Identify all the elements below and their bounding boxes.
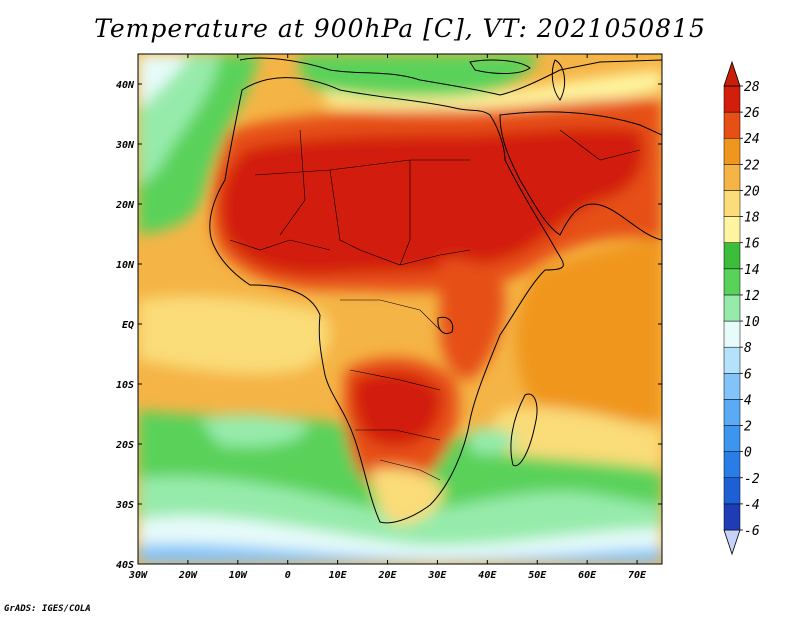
field-south-tip-yellow — [370, 468, 445, 525]
colorbar-label-6: 6 — [744, 367, 752, 382]
border-2 — [329, 169, 361, 251]
border-6 — [340, 299, 441, 331]
lon-tick-label-2: 10W — [229, 570, 248, 581]
europe-coastline — [239, 57, 662, 96]
colorbar-label-8: 10 — [744, 315, 760, 330]
colorbar-label-11: 16 — [744, 237, 760, 252]
colorbar-segment-11 — [723, 216, 741, 243]
lat-tick-label-2: 20N — [115, 200, 135, 211]
lat-tick-label-8: 40S — [116, 560, 134, 571]
colorbar-label-1: -4 — [744, 498, 760, 513]
arabia-coastline — [499, 111, 662, 241]
lon-tick-label-4: 10E — [329, 570, 348, 581]
border-5 — [359, 249, 471, 266]
lat-tick-label-3: 10N — [116, 260, 135, 271]
colorbar-label-15: 24 — [744, 132, 760, 147]
lon-tick-label-1: 20W — [178, 570, 198, 581]
field-sw-atlantic-lightgreen — [200, 414, 310, 447]
field-south-red — [353, 371, 442, 447]
colorbar-label-0: -6 — [744, 524, 760, 539]
field-south-blue — [138, 544, 662, 564]
border-11 — [229, 239, 331, 251]
colorbar-segment-16 — [723, 85, 741, 113]
lon-tick-label-6: 30E — [427, 570, 447, 581]
field-med-yellow — [320, 70, 662, 112]
field-ethiopia-orange — [440, 258, 505, 380]
lat-tick-label-4: EQ — [122, 320, 134, 331]
madagascar-coastline — [510, 393, 538, 467]
colorbar-segment-1 — [723, 477, 741, 505]
colorbar-segment-15 — [723, 111, 741, 139]
chart-title: Temperature at 900hPa [C], VT: 202105081… — [94, 14, 706, 43]
colorbar-label-7: 8 — [744, 341, 752, 356]
colorbar-over-arrow — [723, 60, 741, 87]
colorbar-under-arrow — [723, 529, 741, 556]
border-4 — [279, 129, 306, 236]
africa-coastline — [209, 77, 564, 524]
colorbar-label-5: 4 — [744, 393, 752, 408]
colorbar-label-4: 2 — [744, 420, 752, 435]
border-7 — [349, 369, 441, 391]
colorbar-segment-0 — [723, 503, 741, 531]
colorbar-segment-9 — [723, 268, 741, 296]
colorbar-segment-6 — [723, 346, 741, 374]
colorbar-label-17: 28 — [744, 80, 760, 95]
lon-tick-label-9: 60E — [578, 570, 597, 581]
border-9 — [379, 459, 441, 481]
lon-tick-label-10: 70E — [628, 570, 647, 581]
lon-tick-label-7: 40E — [478, 570, 497, 581]
colorbar-label-9: 12 — [744, 289, 760, 304]
field-nw-cyan — [138, 54, 190, 110]
field-north-red — [221, 127, 644, 276]
field-guinea-yellow — [138, 295, 331, 375]
colorbar-label-16: 26 — [744, 106, 760, 121]
colorbar-label-2: -2 — [744, 472, 760, 487]
field-mozambique-lightgreen — [470, 428, 520, 455]
colorbar-segment-8 — [723, 294, 741, 322]
caspian-sea — [551, 59, 566, 101]
colorbar-segment-4 — [723, 399, 741, 426]
temperature-field — [138, 54, 662, 564]
country-borders — [229, 129, 641, 481]
lat-tick-label-6: 20S — [115, 440, 134, 451]
colorbar-label-12: 18 — [744, 211, 760, 226]
lat-tick-label-0: 40N — [116, 80, 135, 91]
lat-tick-label-1: 30N — [115, 140, 135, 151]
map-axes: 30W 20W 10W 0 10E 20E 30E 40E 50E 60E 70E 40N 30N 20N… — [115, 54, 662, 581]
coastlines — [209, 57, 662, 524]
border-1 — [254, 159, 470, 176]
colorbar-label-13: 20 — [744, 184, 760, 199]
field-med-green — [298, 54, 540, 98]
lat-tick-label-7: 30S — [115, 500, 134, 511]
colorbar-segment-10 — [723, 242, 741, 270]
colorbar-segment-12 — [723, 190, 741, 217]
colorbar-segment-13 — [723, 164, 741, 191]
field-indian-orange — [516, 240, 662, 424]
colorbar-label-14: 22 — [744, 158, 760, 173]
lake-victoria — [437, 316, 454, 334]
border-3 — [399, 160, 411, 266]
lat-tick-label-5: 10S — [116, 380, 134, 391]
lon-tick-label-8: 50E — [528, 570, 547, 581]
lon-tick-label-0: 30W — [128, 570, 148, 581]
border-8 — [355, 429, 441, 441]
colorbar-label-10: 14 — [744, 263, 760, 278]
colorbar-segment-14 — [723, 137, 741, 165]
colorbar-segment-3 — [723, 425, 741, 452]
lon-tick-label-3: 0 — [285, 570, 291, 581]
colorbar-segment-7 — [723, 320, 741, 348]
colorbar-label-3: 0 — [744, 446, 752, 461]
credit-label: GrADS: IGES/COLA — [4, 604, 91, 614]
map-frame — [137, 53, 663, 565]
lon-tick-label-5: 20E — [377, 570, 397, 581]
border-10 — [559, 129, 641, 161]
colorbar-segment-5 — [723, 373, 741, 400]
colorbar-segment-2 — [723, 451, 741, 479]
black-sea — [469, 59, 531, 74]
